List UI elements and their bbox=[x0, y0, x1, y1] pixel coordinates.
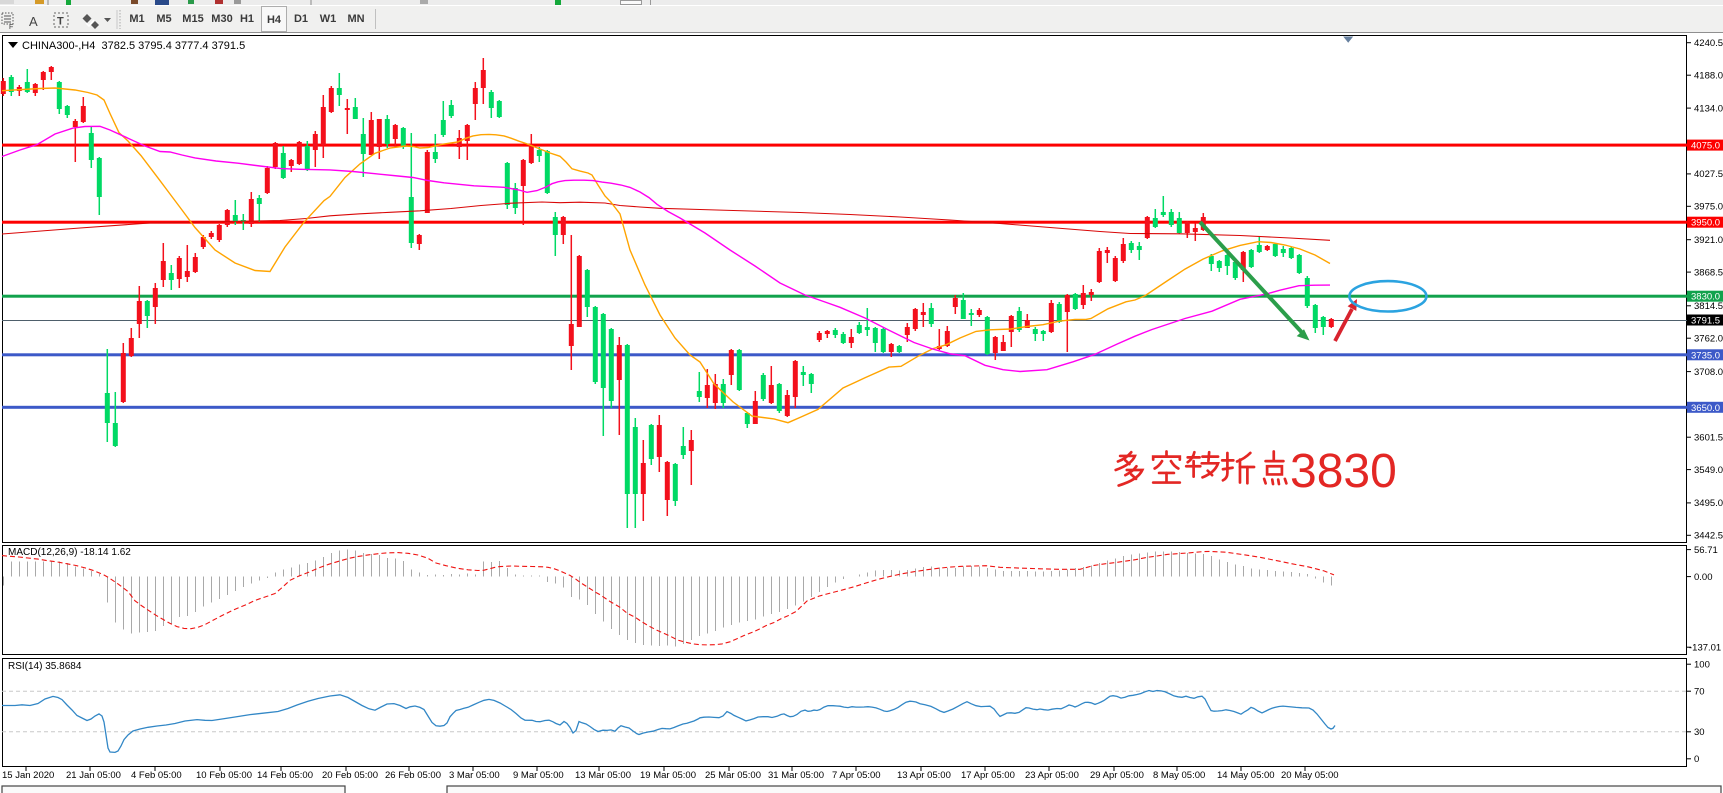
svg-text:56.71: 56.71 bbox=[1694, 545, 1718, 556]
svg-text:RSI(14) 35.8684: RSI(14) 35.8684 bbox=[8, 661, 82, 672]
svg-text:70: 70 bbox=[1694, 686, 1705, 697]
svg-text:3921.0: 3921.0 bbox=[1694, 235, 1723, 246]
svg-text:4188.0: 4188.0 bbox=[1694, 70, 1723, 81]
svg-text:4075.0: 4075.0 bbox=[1691, 141, 1720, 152]
svg-text:4 Feb 05:00: 4 Feb 05:00 bbox=[131, 770, 182, 781]
svg-text:3601.5: 3601.5 bbox=[1694, 432, 1723, 443]
svg-text:31 Mar 05:00: 31 Mar 05:00 bbox=[768, 770, 824, 781]
svg-text:3 Mar 05:00: 3 Mar 05:00 bbox=[449, 770, 500, 781]
svg-text:7 Apr 05:00: 7 Apr 05:00 bbox=[832, 770, 881, 781]
svg-text:4240.5: 4240.5 bbox=[1694, 38, 1723, 49]
svg-text:3495.0: 3495.0 bbox=[1694, 498, 1723, 509]
svg-text:13 Apr 05:00: 13 Apr 05:00 bbox=[897, 770, 951, 781]
svg-text:3650.0: 3650.0 bbox=[1691, 403, 1720, 414]
svg-text:3950.0: 3950.0 bbox=[1691, 218, 1720, 229]
svg-text:CHINA300-,H4 3782.5 3795.4 37: CHINA300-,H4 3782.5 3795.4 3777.4 3791.5 bbox=[22, 40, 245, 52]
svg-text:3791.5: 3791.5 bbox=[1691, 316, 1720, 327]
svg-text:3830: 3830 bbox=[1290, 445, 1397, 498]
svg-text:4027.5: 4027.5 bbox=[1694, 169, 1723, 180]
svg-text:19 Mar 05:00: 19 Mar 05:00 bbox=[640, 770, 696, 781]
svg-text:13 Mar 05:00: 13 Mar 05:00 bbox=[575, 770, 631, 781]
svg-text:3549.0: 3549.0 bbox=[1694, 465, 1723, 476]
svg-text:3814.5: 3814.5 bbox=[1694, 301, 1723, 312]
svg-text:3975.0: 3975.0 bbox=[1694, 202, 1723, 213]
svg-text:20 Feb 05:00: 20 Feb 05:00 bbox=[322, 770, 378, 781]
svg-text:T: T bbox=[57, 16, 64, 28]
svg-text:3735.0: 3735.0 bbox=[1691, 350, 1720, 361]
svg-text:MACD(12,26,9) -18.14 1.62: MACD(12,26,9) -18.14 1.62 bbox=[8, 547, 131, 558]
svg-text:3830.0: 3830.0 bbox=[1691, 292, 1720, 303]
svg-text:26 Feb 05:00: 26 Feb 05:00 bbox=[385, 770, 441, 781]
svg-text:3442.5: 3442.5 bbox=[1694, 531, 1723, 542]
svg-text:3762.0: 3762.0 bbox=[1694, 333, 1723, 344]
svg-text:29 Apr 05:00: 29 Apr 05:00 bbox=[1090, 770, 1144, 781]
svg-text:8 May 05:00: 8 May 05:00 bbox=[1153, 770, 1205, 781]
svg-text:21 Jan 05:00: 21 Jan 05:00 bbox=[66, 770, 121, 781]
svg-text:15 Jan 2020: 15 Jan 2020 bbox=[2, 770, 54, 781]
svg-text:25 Mar 05:00: 25 Mar 05:00 bbox=[705, 770, 761, 781]
svg-text:A: A bbox=[29, 14, 38, 29]
svg-text:-137.01: -137.01 bbox=[1689, 642, 1721, 653]
svg-text:30: 30 bbox=[1694, 727, 1705, 738]
svg-text:23 Apr 05:00: 23 Apr 05:00 bbox=[1025, 770, 1079, 781]
svg-text:0.00: 0.00 bbox=[1694, 572, 1713, 583]
svg-text:14 May 05:00: 14 May 05:00 bbox=[1217, 770, 1275, 781]
svg-text:20 May 05:00: 20 May 05:00 bbox=[1281, 770, 1339, 781]
svg-text:100: 100 bbox=[1694, 659, 1710, 670]
svg-text:10 Feb 05:00: 10 Feb 05:00 bbox=[196, 770, 252, 781]
svg-text:3868.5: 3868.5 bbox=[1694, 267, 1723, 278]
svg-text:17 Apr 05:00: 17 Apr 05:00 bbox=[961, 770, 1015, 781]
svg-text:4134.0: 4134.0 bbox=[1694, 103, 1723, 114]
svg-text:F: F bbox=[9, 24, 13, 31]
svg-text:0: 0 bbox=[1694, 754, 1699, 765]
svg-text:14 Feb 05:00: 14 Feb 05:00 bbox=[257, 770, 313, 781]
svg-text:9 Mar 05:00: 9 Mar 05:00 bbox=[513, 770, 564, 781]
svg-text:3708.0: 3708.0 bbox=[1694, 367, 1723, 378]
